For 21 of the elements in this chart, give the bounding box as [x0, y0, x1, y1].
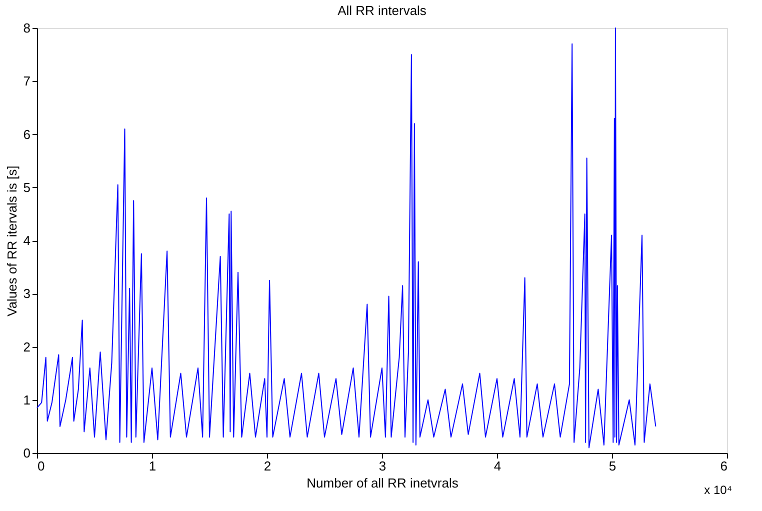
x-tick-label: 5 [608, 458, 616, 474]
x-tick-label: 0 [38, 458, 45, 474]
y-tick-label: 1 [23, 392, 30, 408]
x-tick-label: 2 [264, 458, 272, 474]
y-tick-label: 7 [23, 74, 30, 89]
x-tick-label: 6 [720, 458, 728, 474]
y-tick-label: 0 [23, 446, 30, 460]
chart-title: All RR intervals [338, 3, 427, 18]
x-axis-title: Number of all RR inetvrals [306, 476, 459, 490]
y-tick-label: 4 [23, 233, 30, 248]
y-tick-label: 3 [23, 286, 30, 302]
y-tick-label: 2 [23, 339, 30, 354]
y-tick-label: 6 [23, 126, 30, 142]
y-tick-label: 5 [23, 180, 30, 195]
x-tick-label: 3 [378, 458, 386, 474]
x-tick-label: 1 [148, 458, 156, 474]
y-axis-title: Values of RR itervals is [s] [4, 166, 20, 316]
y-tick-label: 8 [23, 20, 30, 36]
line-series [36, 28, 656, 448]
x-tick-label: 4 [494, 458, 502, 474]
text: x 10⁴ [704, 483, 732, 497]
